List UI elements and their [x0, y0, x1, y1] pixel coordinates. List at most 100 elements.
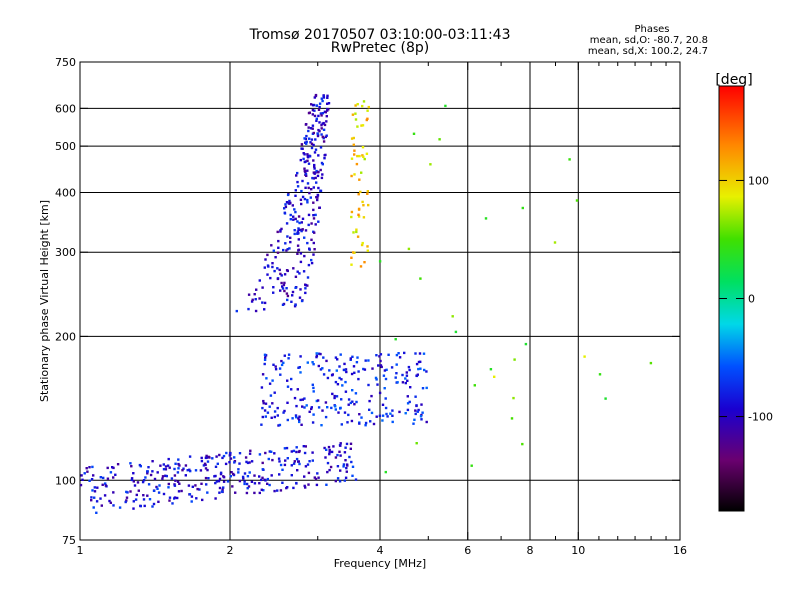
data-point	[366, 249, 369, 252]
data-point	[319, 146, 323, 149]
data-point	[422, 352, 426, 355]
data-point	[151, 505, 154, 508]
data-point	[352, 143, 355, 146]
data-point	[305, 140, 308, 144]
data-point	[106, 466, 109, 470]
data-point	[306, 159, 309, 162]
colorbar-tick-label: -100	[748, 411, 773, 424]
data-point	[361, 154, 364, 157]
data-point	[279, 463, 283, 467]
data-point	[298, 418, 301, 421]
data-point	[296, 230, 300, 233]
data-point	[350, 137, 354, 140]
y-tick-label: 75	[62, 534, 76, 547]
data-point	[330, 406, 333, 410]
data-point	[173, 496, 177, 499]
data-point	[314, 176, 317, 180]
data-point	[144, 476, 147, 479]
data-point	[310, 142, 314, 145]
data-point	[260, 386, 264, 389]
data-point	[311, 176, 314, 180]
data-point	[311, 421, 315, 424]
data-point	[321, 367, 324, 370]
data-point	[381, 414, 385, 417]
axis-ticks	[79, 61, 681, 541]
data-point	[304, 486, 307, 489]
phases-header: Phases	[634, 24, 669, 35]
data-point	[298, 449, 301, 453]
data-point	[420, 418, 423, 421]
data-point	[339, 444, 342, 447]
data-point	[222, 475, 225, 478]
data-point	[334, 479, 337, 483]
data-point	[263, 409, 267, 412]
data-point	[176, 480, 180, 483]
data-point	[303, 160, 306, 164]
data-point	[294, 194, 297, 197]
data-point	[261, 415, 264, 419]
data-point	[170, 477, 174, 480]
data-point	[304, 465, 308, 468]
data-point	[317, 114, 320, 118]
data-point	[141, 480, 145, 484]
colorbar-ticks: 100 0 -100	[719, 174, 773, 424]
data-point	[353, 251, 356, 254]
data-point	[162, 463, 165, 466]
data-point	[306, 276, 310, 279]
data-point	[283, 281, 286, 285]
data-point	[398, 410, 401, 414]
data-point	[350, 157, 354, 160]
data-point	[305, 142, 308, 145]
data-point	[308, 248, 311, 251]
data-point	[286, 401, 289, 404]
data-point	[306, 241, 309, 245]
data-point	[152, 489, 156, 492]
data-point	[310, 406, 313, 409]
data-point	[314, 138, 317, 141]
data-point	[390, 366, 394, 369]
data-point	[319, 168, 322, 172]
data-point	[262, 489, 265, 492]
data-point	[312, 208, 315, 212]
data-point	[279, 229, 282, 232]
y-axis-label: Stationary phase Virtual Height [km]	[38, 200, 51, 402]
data-point	[147, 466, 150, 469]
data-point	[306, 463, 310, 466]
data-point	[414, 352, 417, 355]
data-point	[384, 397, 387, 400]
data-point	[216, 462, 219, 465]
data-point	[258, 475, 261, 478]
data-point	[512, 396, 515, 400]
data-point	[297, 227, 300, 230]
data-point	[314, 93, 318, 97]
data-point	[161, 475, 165, 478]
data-point	[112, 491, 115, 494]
data-point	[360, 243, 364, 247]
data-point	[306, 201, 309, 204]
data-point	[266, 477, 269, 481]
data-point	[315, 399, 318, 403]
data-point	[347, 403, 350, 406]
data-point	[327, 445, 331, 449]
data-point	[271, 262, 274, 265]
data-point	[206, 460, 210, 463]
data-point	[307, 162, 311, 165]
data-point	[357, 213, 360, 216]
data-point	[285, 292, 289, 295]
data-point	[253, 491, 256, 495]
y-tick-label: 300	[55, 246, 76, 259]
data-point	[176, 496, 179, 500]
data-point	[357, 370, 360, 373]
data-point	[315, 181, 318, 184]
data-point	[355, 230, 358, 234]
data-point	[250, 460, 254, 463]
data-point	[238, 479, 242, 483]
data-point	[351, 389, 354, 392]
data-point	[315, 483, 319, 487]
data-point	[260, 488, 263, 491]
data-point	[283, 354, 286, 357]
data-point	[484, 217, 488, 220]
data-point	[155, 485, 158, 489]
data-point	[316, 174, 320, 178]
data-point	[214, 497, 217, 500]
